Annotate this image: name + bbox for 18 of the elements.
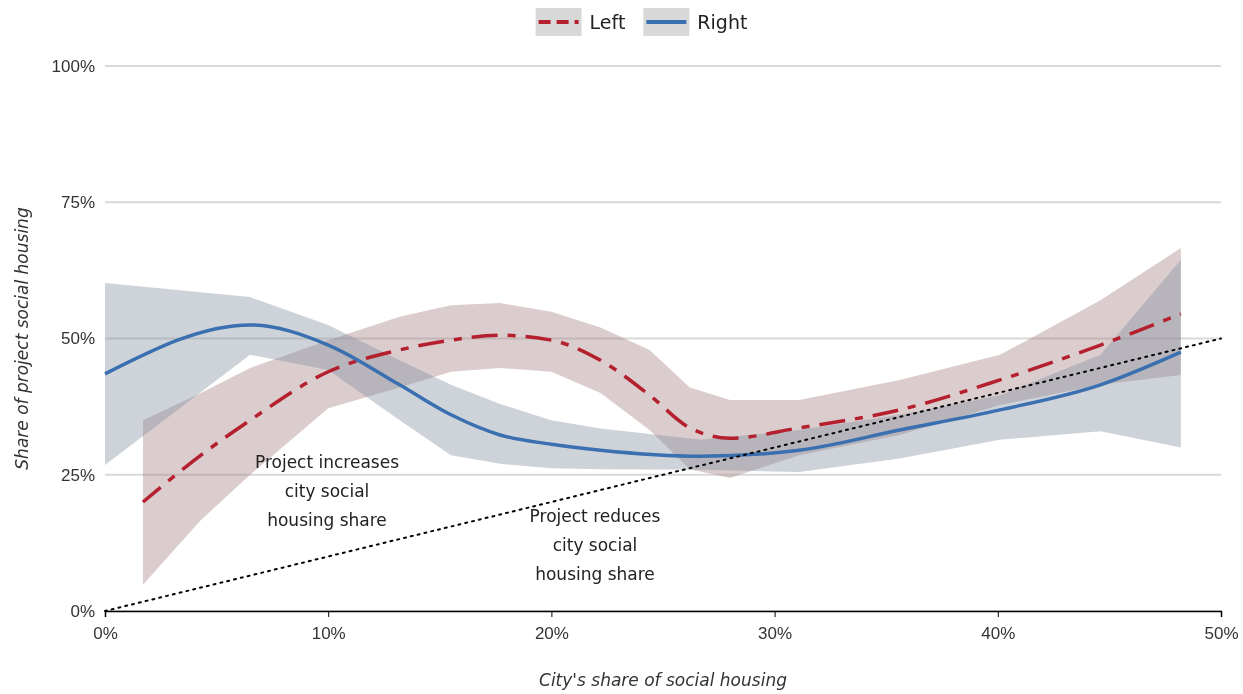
y-tick-label: 50%	[60, 329, 95, 349]
x-tick-label: 50%	[1204, 623, 1239, 643]
y-tick-label: 0%	[70, 601, 95, 621]
y-tick-label: 75%	[60, 193, 95, 213]
annotation: Project reduces city social housing share	[529, 506, 661, 584]
annotation: Project increases city social housing share	[254, 452, 400, 530]
x-tick-label: 10%	[311, 623, 346, 643]
line-series	[141, 312, 1183, 504]
y-tick-label: 100%	[51, 56, 95, 76]
legend-label: Right	[697, 11, 748, 33]
x-tick-label: 40%	[981, 623, 1016, 643]
x-tick-label: 30%	[758, 623, 793, 643]
legend-label: Left	[589, 11, 626, 33]
x-tick-label: 20%	[534, 623, 569, 643]
x-tick-label: 0%	[93, 623, 118, 643]
y-tick-label: 25%	[60, 465, 95, 485]
y-axis-title: Share of project social housing	[12, 207, 32, 470]
x-axis-title: City's share of social housing	[539, 670, 788, 690]
